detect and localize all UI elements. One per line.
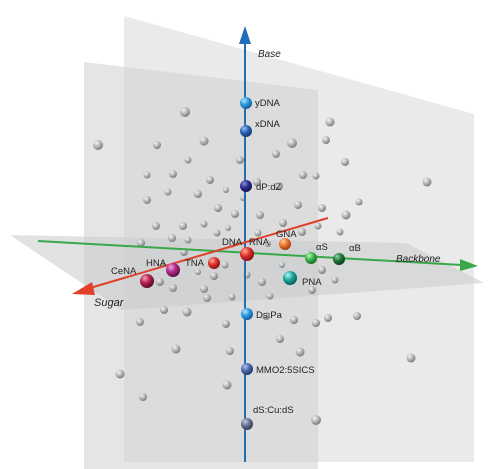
sugar-axis-arrowhead [72,282,95,295]
sugar-axis-line [89,217,329,289]
planes [10,16,484,469]
label-dspa: Ds:Pa [256,310,283,321]
node-dpdz [240,180,252,192]
node-xdna [240,125,252,137]
label-pna: PNA [302,277,322,288]
backbone-axis-arrowhead [460,259,478,271]
node-alpha-b [333,253,345,265]
label-rna: RNA [249,237,270,248]
label-ydna: yDNA [255,98,280,109]
node-dspa [241,308,253,320]
label-dna: DNA [222,237,243,248]
node-pna [283,271,297,285]
label-alpha-s: αS [316,242,328,253]
sugar-axis-label: Sugar [94,297,125,309]
label-gna: GNA [276,229,297,240]
label-dscuds: dS:Cu:dS [253,405,294,416]
base-axis-arrowhead [239,26,251,44]
label-cena: CeNA [111,266,137,277]
base-axis-label: Base [258,49,281,60]
node-dna-rna [240,247,254,261]
node-labels: yDNA xDNA dP:dZ DNA RNA GNA αS αB PNA TN… [111,98,361,416]
label-alpha-b: αB [349,243,361,254]
backbone-axis-label: Backbone [396,254,441,265]
node-cena [140,274,154,288]
node-hna [166,263,180,277]
label-hna: HNA [146,258,167,269]
label-dpdz: dP:dZ [256,182,282,193]
node-alpha-s [305,252,317,264]
label-mmo2: MMO2:5SICS [256,365,315,376]
xna-nodes [140,97,345,430]
node-ydna [240,97,252,109]
node-mmo2 [241,363,253,375]
label-tna: TNA [185,258,205,269]
label-xdna: xDNA [255,119,280,130]
node-dscuds [241,418,253,430]
node-gna [279,238,291,250]
node-tna [208,257,220,269]
